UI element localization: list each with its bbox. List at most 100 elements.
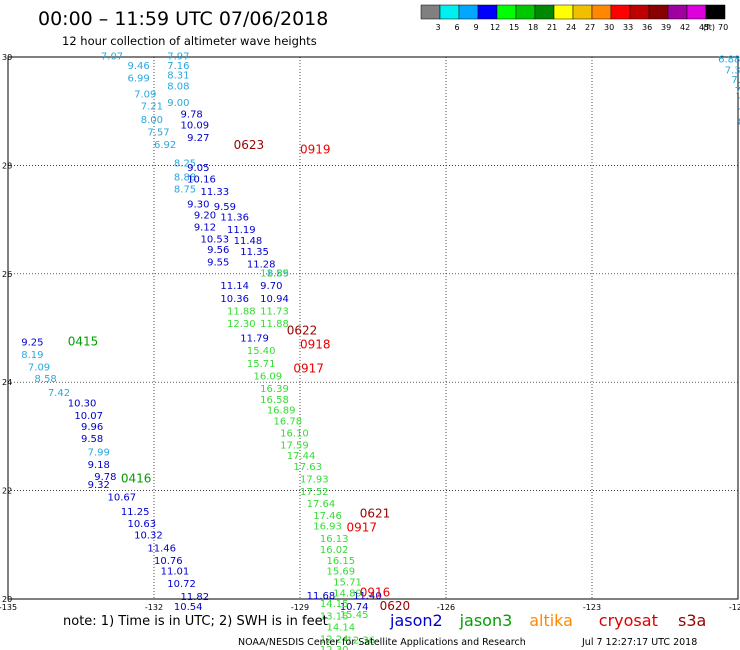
scale-label: 42 [680, 23, 690, 32]
wave-height-label: 6.92 [154, 140, 176, 151]
scale-swatch [705, 4, 726, 20]
wave-height-label: 9.00 [167, 98, 189, 109]
wave-height-label: 11.28 [247, 259, 276, 270]
scale-label: 45 [699, 23, 709, 32]
wave-height-label: 16.15 [327, 556, 356, 567]
pass-time-label: 0916 [360, 585, 391, 599]
scale-swatch [458, 4, 479, 20]
scale-label: 15 [509, 23, 519, 32]
axis-tick-labels: -135 -132 -129 -126 -123 -124 30 28 26 24 22 20 [0, 53, 740, 612]
wave-height-label: 9.30 [187, 200, 209, 211]
wave-height-label: 16.10 [280, 428, 309, 439]
wave-height-label: 16.02 [320, 545, 349, 556]
y-tick-label: 26 [2, 270, 12, 279]
wave-height-label: 8 [738, 117, 740, 128]
wave-height-label: 12.30 [227, 319, 256, 330]
pass-time-label: 0620 [380, 599, 411, 613]
wave-height-label: 7.09 [134, 90, 156, 101]
chart-title: 00:00 – 11:59 UTC 07/06/2018 [38, 8, 328, 30]
wave-height-label: 7.97 [167, 52, 189, 63]
x-tick-label: -126 [437, 603, 455, 612]
wave-height-label: 16.93 [313, 522, 342, 533]
wave-height-label: 16.58 [260, 395, 289, 406]
scale-swatch [439, 4, 460, 20]
x-tick-label: -123 [583, 603, 601, 612]
wave-height-label: 8.58 [35, 374, 57, 385]
wave-height-label: 9.27 [187, 133, 209, 144]
wave-height-label: 7.0 [738, 97, 740, 108]
wave-height-label: 9.12 [194, 222, 216, 233]
wave-height-label: 17.52 [300, 487, 329, 498]
wave-height-label: 8.19 [21, 350, 43, 361]
data-labels: 7.07 7.97 9.46 7.168.31 6.99 8.08 7.09 9.00 7.21… [21, 52, 740, 650]
wave-height-label: 11.48 [234, 236, 263, 247]
wave-height-label: 16.89 [267, 406, 296, 417]
wave-height-label: 10.76 [154, 556, 183, 567]
wave-height-label: 9.70 [260, 281, 282, 292]
wave-height-label: 7. [738, 108, 740, 119]
wave-height-label: 14.14 [327, 622, 356, 633]
credit-line: NOAA/NESDIS Center for Satellite Applica… [238, 637, 526, 648]
wave-height-label: 7.07 [101, 52, 123, 63]
y-tick-label: 28 [2, 161, 12, 170]
wave-height-label: 11.33 [200, 187, 229, 198]
wave-height-label: 11.14 [220, 281, 249, 292]
wave-height-label: 16.09 [254, 371, 283, 382]
scale-label: 24 [566, 23, 576, 32]
wave-height-label: 9.25 [21, 337, 43, 348]
wave-height-label: 6.99 [127, 73, 149, 84]
pass-time-label: 0621 [360, 507, 391, 521]
wave-height-label: 9.32 [88, 480, 110, 491]
wave-height-label: 10.36 [220, 294, 249, 305]
satellite-legend-cryosat: cryosat [599, 611, 658, 630]
scale-swatch [420, 4, 441, 20]
wave-height-label: 15.71 [247, 359, 276, 370]
timestamp: Jul 7 12:27:17 UTC 2018 [581, 637, 697, 648]
scale-swatch [629, 4, 650, 20]
scale-swatch [686, 4, 707, 20]
wave-height-label: 7.21 [141, 102, 163, 113]
wave-height-label: 15.71 [333, 577, 362, 588]
wave-height-label: 10.09 [181, 121, 210, 132]
wave-height-label: 9.46 [127, 61, 149, 72]
wave-height-label: 7.99 [88, 447, 110, 458]
scale-label: 21 [547, 23, 557, 32]
scale-swatch [477, 4, 498, 20]
wave-height-label: 7.39 [731, 75, 740, 86]
wave-height-label: 11.25 [121, 507, 150, 518]
scale-unit-label: (ft) [703, 23, 715, 32]
wave-height-label: 17.44 [287, 451, 316, 462]
wave-height-label: 8.88 [174, 173, 196, 184]
wave-height-label: 16.13 [320, 534, 349, 545]
wave-height-label: 11.59 [260, 269, 289, 280]
wave-height-label: 7.1 [735, 86, 740, 97]
wave-height-label: 11.88 [260, 319, 289, 330]
wave-height-label: 15.45 [340, 610, 369, 621]
scale-label: 70 [718, 23, 728, 32]
pass-time-label: 0919 [300, 142, 331, 156]
wave-height-label: 8.00 [141, 115, 163, 126]
wave-height-label: 8.25 [174, 158, 196, 169]
wave-height-label: 12.24 [320, 634, 349, 645]
wave-height-label: 7.42 [48, 388, 70, 399]
scale-label: 6 [455, 23, 460, 32]
wave-height-label: 10.16 [187, 175, 216, 186]
satellite-legend: jason2 jason3 altika cryosat s3a [389, 611, 706, 630]
wave-height-label: 9.56 [207, 245, 229, 256]
wave-height-label: 10.30 [68, 399, 97, 410]
x-tick-label: -129 [291, 603, 309, 612]
pass-time-label: 0623 [234, 138, 265, 152]
wave-height-label: 14.15 [320, 599, 349, 610]
x-tick-label: -132 [145, 603, 163, 612]
y-tick-label: 20 [2, 595, 12, 604]
wave-height-label: 12.36 [346, 635, 375, 646]
wave-height-label: 11.19 [227, 225, 256, 236]
wave-height-label: 17.64 [307, 499, 336, 510]
scale-label: 3 [436, 23, 441, 32]
footnote: note: 1) Time is in UTC; 2) SWH is in fe… [63, 614, 328, 629]
wave-height-label: 7.31 [725, 65, 740, 76]
scale-swatch [667, 4, 688, 20]
wave-height-label: 9.05 [187, 163, 209, 174]
satellite-legend-jason2: jason2 [389, 611, 443, 630]
